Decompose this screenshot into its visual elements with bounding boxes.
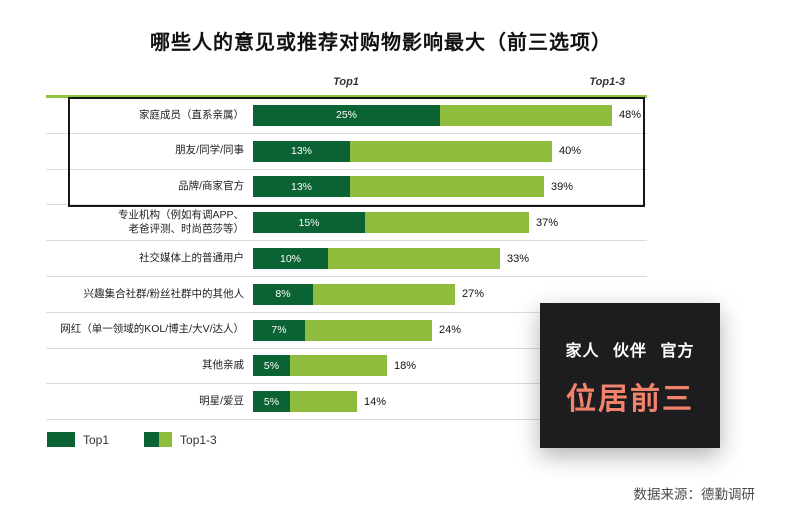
top1-3-bar-segment <box>365 212 529 234</box>
callout-keywords: 家人 伙伴 官方 <box>565 343 695 360</box>
category-label: 其他亲戚 <box>202 359 244 372</box>
top1-value-label: 13% <box>290 180 312 193</box>
top1-3-value-label: 24% <box>439 324 462 337</box>
top1-bar-segment: 10% <box>253 248 328 270</box>
top1-3-bar-segment <box>305 319 432 341</box>
top1-value-label: 13% <box>290 145 312 158</box>
category-label: 品牌/商家官方 <box>178 180 244 193</box>
top1-3-value-label: 18% <box>394 359 417 372</box>
category-label: 兴趣集合社群/粉丝社群中的其他人 <box>83 287 244 300</box>
legend-swatch-light-half <box>159 432 173 447</box>
top1-bar-segment: 5% <box>253 355 290 377</box>
bar-area: 8% 27% <box>253 283 647 305</box>
column-headers: Top1 Top1-3 <box>46 76 647 92</box>
category-label: 网红（单一领域的KOL/博主/大V/达人） <box>60 323 244 336</box>
legend-swatch-top1-3 <box>144 432 173 447</box>
category-label: 家庭成员（直系亲属） <box>139 108 244 121</box>
top1-3-value-label: 48% <box>619 109 642 122</box>
bar-area: 5% 14% <box>253 391 647 413</box>
top1-3-value-label: 39% <box>551 180 574 193</box>
callout-card: 家人 伙伴 官方 位居前三 <box>540 303 720 448</box>
top1-value-label: 10% <box>279 252 301 265</box>
chart-row: 兴趣集合社群/粉丝社群中的其他人 8% 27% <box>46 277 647 313</box>
top1-bar-segment: 8% <box>253 283 313 305</box>
chart-row: 品牌/商家官方 13% 39% <box>46 170 647 206</box>
col-header-top1-3: Top1-3 <box>589 76 625 88</box>
top1-bar-segment: 7% <box>253 319 305 341</box>
category-label: 朋友/同学/同事 <box>175 144 244 157</box>
callout-headline: 位居前三 <box>566 383 694 416</box>
col-header-top1: Top1 <box>333 76 359 88</box>
chart-row: 朋友/同学/同事 13% 40% <box>46 134 647 170</box>
top1-3-bar-segment <box>440 104 612 126</box>
top1-value-label: 15% <box>298 216 320 229</box>
chart-legend: Top1 Top1-3 <box>47 432 217 447</box>
chart-row: 专业机构（例如有调APP、 老爸评测、时尚芭莎等） 15% 37% <box>46 205 647 242</box>
category-label: 专业机构（例如有调APP、 老爸评测、时尚芭莎等） <box>117 209 244 235</box>
top1-3-bar-segment <box>350 176 544 198</box>
chart-title: 哪些人的意见或推荐对购物影响最大（前三选项） <box>150 32 612 54</box>
legend-label-top1: Top1 <box>83 432 110 447</box>
bar-area: 5% 18% <box>253 355 647 377</box>
top1-3-bar-segment <box>313 283 455 305</box>
bar-area: 7% 24% <box>253 319 647 341</box>
top1-value-label: 5% <box>263 395 280 408</box>
bar-area: 13% 40% <box>253 140 647 162</box>
top1-3-value-label: 33% <box>507 252 530 265</box>
top1-bar-segment: 13% <box>253 140 350 162</box>
bar-area: 13% 39% <box>253 176 647 198</box>
top1-3-value-label: 37% <box>536 216 559 229</box>
chart-row: 家庭成员（直系亲属） 25% 48% <box>46 98 647 134</box>
top1-3-bar-segment <box>328 248 500 270</box>
top1-3-bar-segment <box>290 355 387 377</box>
top1-bar-segment: 25% <box>253 104 440 126</box>
legend-swatch-top1 <box>47 432 75 447</box>
chart-row: 明星/爱豆 5% 14% <box>46 384 647 421</box>
bar-area: 10% 33% <box>253 248 647 270</box>
top1-3-value-label: 14% <box>364 395 387 408</box>
top1-value-label: 8% <box>275 288 291 301</box>
category-label: 明星/爱豆 <box>199 394 244 407</box>
chart-row: 社交媒体上的普通用户 10% 33% <box>46 241 647 277</box>
category-label: 社交媒体上的普通用户 <box>139 251 244 264</box>
top1-value-label: 5% <box>263 359 280 372</box>
top1-value-label: 25% <box>335 109 357 122</box>
top1-3-value-label: 40% <box>559 145 582 158</box>
source-note: 数据来源：德勤调研 <box>633 487 756 502</box>
top1-bar-segment: 15% <box>253 212 365 234</box>
chart-row: 其他亲戚 5% 18% <box>46 349 647 385</box>
top1-bar-segment: 13% <box>253 176 350 198</box>
top1-3-value-label: 27% <box>462 288 485 301</box>
chart-rows: 家庭成员（直系亲属） 25% 48% 朋友/同学/同事 13% 40% 品牌/商家官方 13%… <box>46 98 647 421</box>
top1-value-label: 7% <box>271 324 287 337</box>
top1-3-bar-segment <box>350 140 552 162</box>
top1-bar-segment: 5% <box>253 391 290 413</box>
bar-area: 25% 48% <box>253 104 647 126</box>
chart-top-rule <box>46 95 647 98</box>
legend-swatch-dark-half <box>144 432 160 447</box>
legend-label-top1-3: Top1-3 <box>180 432 217 447</box>
chart-row: 网红（单一领域的KOL/博主/大V/达人） 7% 24% <box>46 313 647 349</box>
bar-area: 15% 37% <box>253 212 647 234</box>
top1-3-bar-segment <box>290 391 357 413</box>
